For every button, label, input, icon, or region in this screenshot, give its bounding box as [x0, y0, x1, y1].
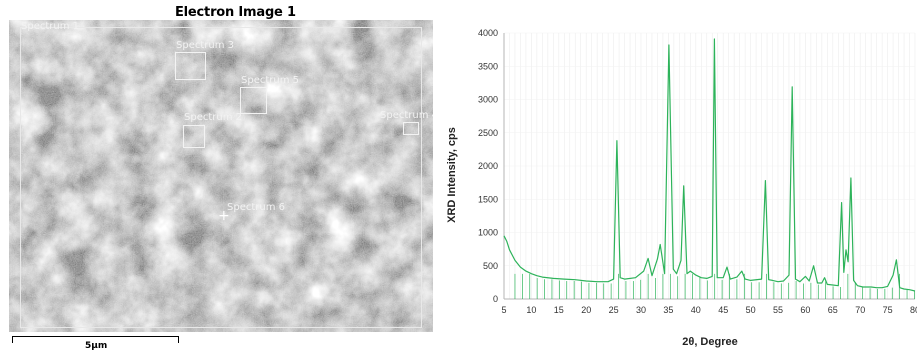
electron-micrograph[interactable]: Spectrum 1 Spectrum 3 Spectrum 5 Spectru…: [9, 20, 433, 332]
y-tick-label: 2000: [478, 161, 498, 171]
spectrum-3-region[interactable]: [175, 52, 206, 80]
x-tick-label: 60: [800, 305, 810, 315]
spectrum-1-region[interactable]: [20, 27, 422, 328]
x-tick-label: 55: [773, 305, 783, 315]
y-axis-title: XRD Intensity, cps: [446, 127, 458, 223]
electron-image-panel: Electron Image 1 Spec: [0, 0, 450, 354]
scale-bar: [12, 336, 179, 343]
electron-image-title: Electron Image 1: [175, 5, 296, 20]
spectrum-5-label: Spectrum 5: [241, 75, 299, 86]
spectrum-2-region[interactable]: [183, 125, 205, 148]
x-tick-label: 35: [663, 305, 673, 315]
spectrum-1-label: Spectrum 1: [21, 21, 79, 32]
xrd-series-line: [503, 38, 916, 292]
y-tick-label: 500: [483, 261, 498, 271]
x-tick-label: 25: [609, 305, 619, 315]
xrd-chart: 0 500 1000 1500 2000 2500 3000 3500 4000 5 10 15 20 2…: [440, 0, 917, 354]
x-tick-label: 80: [910, 305, 917, 315]
y-tick-label: 2500: [478, 128, 498, 138]
x-tick-label: 15: [554, 305, 564, 315]
x-tick-label: 20: [581, 305, 591, 315]
x-tick-label: 10: [526, 305, 536, 315]
x-tick-label: 5: [501, 305, 506, 315]
y-tick-label: 1500: [478, 194, 498, 204]
spectrum-2-label: Spectrum 2: [184, 112, 242, 123]
x-tick-label: 40: [691, 305, 701, 315]
x-tick-label: 45: [718, 305, 728, 315]
xrd-chart-svg: 0 500 1000 1500 2000 2500 3000 3500 4000 5 10 15 20 2…: [446, 28, 917, 348]
spectrum-6-label: Spectrum 6: [227, 202, 285, 213]
y-tick-label: 3000: [478, 95, 498, 105]
y-tick-label: 3500: [478, 61, 498, 71]
chart-series: [503, 38, 916, 299]
y-tick-label: 4000: [478, 28, 498, 38]
x-tick-label: 30: [636, 305, 646, 315]
spectrum-3-label: Spectrum 3: [176, 40, 234, 51]
scale-bar-label: 5µm: [85, 341, 108, 351]
micrograph-texture: [9, 20, 433, 332]
x-tick-label: 65: [828, 305, 838, 315]
chart-axes: [503, 33, 915, 300]
x-axis-title: 2θ, Degree: [682, 336, 737, 348]
x-tick-label: 50: [746, 305, 756, 315]
y-tick-label: 0: [493, 294, 498, 304]
spectrum-4-label: Spectrum 4: [380, 110, 433, 121]
x-tick-label: 70: [855, 305, 865, 315]
x-tick-label: 75: [883, 305, 893, 315]
spectrum-4-region[interactable]: [403, 122, 419, 135]
y-tick-label: 1000: [478, 228, 498, 238]
chart-tick-labels: 0 500 1000 1500 2000 2500 3000 3500 4000 5 10 15 20 2…: [478, 28, 917, 315]
spectrum-5-region[interactable]: [240, 87, 267, 114]
spectrum-6-point[interactable]: +: [218, 208, 230, 224]
